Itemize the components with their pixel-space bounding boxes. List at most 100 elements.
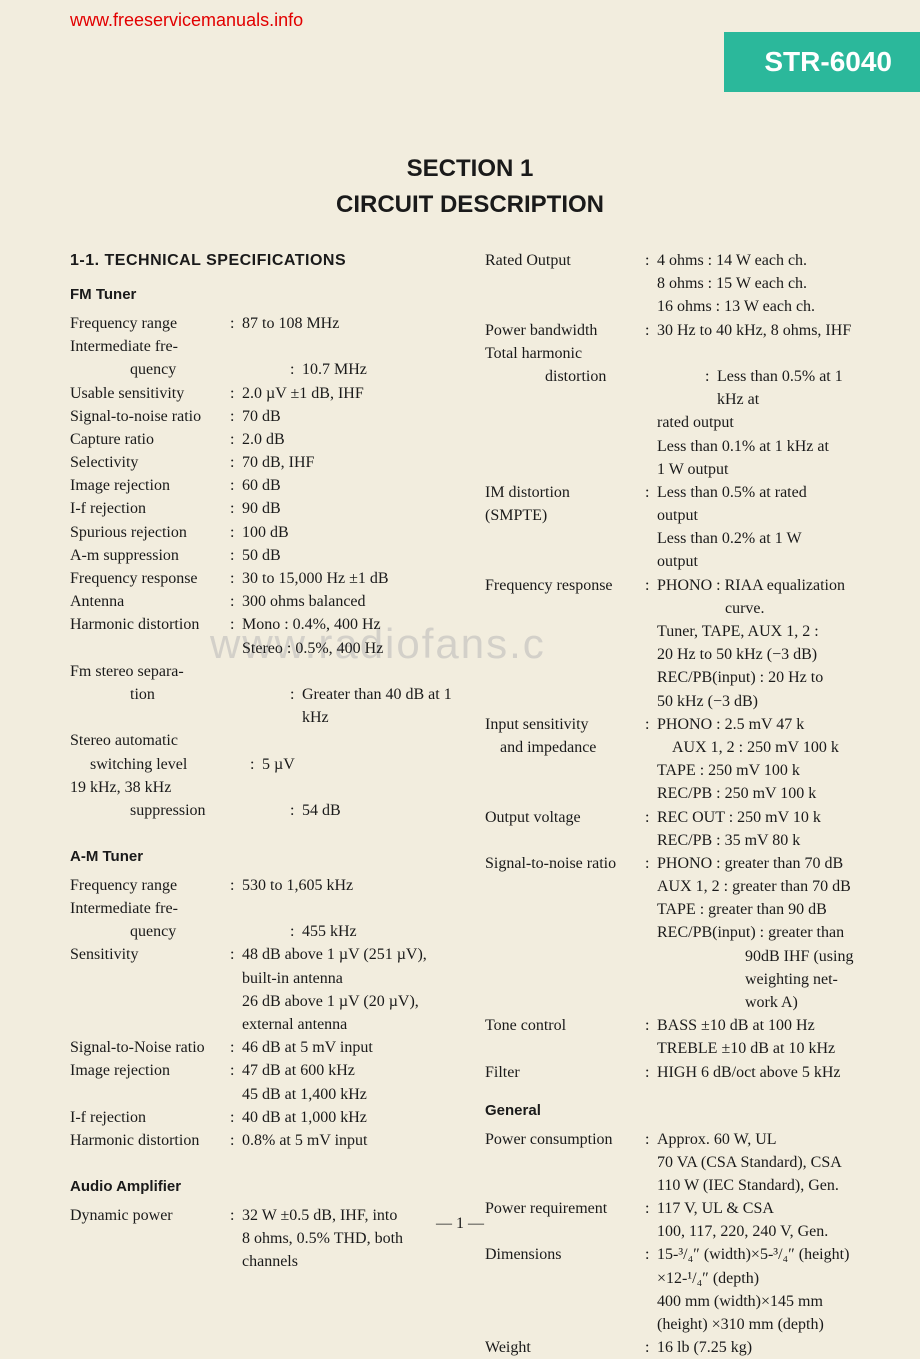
spec-value: Tuner, TAPE, AUX 1, 2 : <box>485 620 870 643</box>
spec-value: work A) <box>485 991 870 1014</box>
spec-value: built-in antenna <box>70 967 455 990</box>
spec-value: 48 dB above 1 µV (251 µV), <box>242 943 455 966</box>
spec-label: distortion <box>485 365 705 388</box>
spec-value: TREBLE ±10 dB at 10 kHz <box>485 1037 870 1060</box>
spec-value: REC/PB : 35 mV 80 k <box>485 829 870 852</box>
section-subtitle: CIRCUIT DESCRIPTION <box>70 191 870 219</box>
spec-label: Signal-to-noise ratio <box>70 405 230 428</box>
spec-value: REC OUT : 250 mV 10 k <box>657 806 870 829</box>
spec-value: Less than 0.2% at 1 W <box>485 527 870 550</box>
spec-label: tion <box>70 683 290 706</box>
spec-label: (SMPTE) <box>485 504 645 527</box>
spec-value: (height) ×310 mm (depth) <box>485 1313 870 1336</box>
spec-label: suppression <box>70 799 290 822</box>
spec-label: I-f rejection <box>70 1106 230 1129</box>
spec-value: 47 dB at 600 kHz <box>242 1059 455 1082</box>
spec-label: Stereo automatic <box>70 729 455 752</box>
spec-value: TAPE : 250 mV 100 k <box>485 759 870 782</box>
spec-value: 110 W (IEC Standard), Gen. <box>485 1174 870 1197</box>
spec-label: Frequency range <box>70 312 230 335</box>
spec-label: Frequency response <box>485 574 645 597</box>
spec-label: Usable sensitivity <box>70 382 230 405</box>
spec-value: BASS ±10 dB at 100 Hz <box>657 1014 870 1037</box>
spec-value: 16 ohms : 13 W each ch. <box>485 295 870 318</box>
spec-label: quency <box>70 358 290 381</box>
audio-amp-heading: Audio Amplifier <box>70 1176 455 1198</box>
spec-value: Approx. 60 W, UL <box>657 1128 870 1151</box>
section-title: SECTION 1 <box>70 155 870 183</box>
spec-value: Stereo : 0.5%, 400 Hz <box>70 637 455 660</box>
spec-label: Power consumption <box>485 1128 645 1151</box>
fm-tuner-heading: FM Tuner <box>70 284 455 306</box>
spec-label: Input sensitivity <box>485 713 645 736</box>
spec-value: output <box>657 504 870 527</box>
spec-value: 10.7 MHz <box>302 358 455 381</box>
spec-value: 8 ohms : 15 W each ch. <box>485 272 870 295</box>
spec-value: 15-³/₄″ (width)×5-³/₄″ (height) <box>657 1243 870 1266</box>
spec-label: Antenna <box>70 590 230 613</box>
specs-heading: 1-1. TECHNICAL SPECIFICATIONS <box>70 249 455 272</box>
spec-value: 30 to 15,000 Hz ±1 dB <box>242 567 455 590</box>
spec-label: Signal-to-noise ratio <box>485 852 645 875</box>
spec-value: 50 kHz (−3 dB) <box>485 690 870 713</box>
spec-value: 40 dB at 1,000 kHz <box>242 1106 455 1129</box>
spec-label: Frequency response <box>70 567 230 590</box>
spec-value: 455 kHz <box>302 920 455 943</box>
spec-label: Intermediate fre- <box>70 897 455 920</box>
spec-value: curve. <box>485 597 870 620</box>
page-content: SECTION 1 CIRCUIT DESCRIPTION 1-1. TECHN… <box>0 0 920 1359</box>
spec-value: Less than 0.1% at 1 kHz at <box>485 435 870 458</box>
spec-value: 30 Hz to 40 kHz, 8 ohms, IHF <box>657 319 870 342</box>
spec-label: Dimensions <box>485 1243 645 1266</box>
spec-label: IM distortion <box>485 481 645 504</box>
spec-value: weighting net- <box>485 968 870 991</box>
spec-value: REC/PB(input) : 20 Hz to <box>485 666 870 689</box>
spec-label: Image rejection <box>70 474 230 497</box>
spec-value: AUX 1, 2 : 250 mV 100 k <box>672 736 870 759</box>
spec-value: REC/PB : 250 mV 100 k <box>485 782 870 805</box>
spec-value: 46 dB at 5 mV input <box>242 1036 455 1059</box>
spec-label: Signal-to-Noise ratio <box>70 1036 230 1059</box>
spec-value: 20 Hz to 50 kHz (−3 dB) <box>485 643 870 666</box>
spec-label: Sensitivity <box>70 943 230 966</box>
spec-label: Dynamic power <box>70 1204 230 1227</box>
spec-value: 100, 117, 220, 240 V, Gen. <box>485 1220 870 1243</box>
spec-value: 87 to 108 MHz <box>242 312 455 335</box>
spec-value: ×12-¹/₄″ (depth) <box>485 1267 870 1290</box>
spec-value: 50 dB <box>242 544 455 567</box>
spec-value: PHONO : 2.5 mV 47 k <box>657 713 870 736</box>
spec-label: Intermediate fre- <box>70 335 455 358</box>
spec-label: switching level <box>70 753 250 776</box>
spec-value: rated output <box>485 411 870 434</box>
spec-value: AUX 1, 2 : greater than 70 dB <box>485 875 870 898</box>
spec-label: Harmonic distortion <box>70 613 230 636</box>
spec-value: Less than 0.5% at rated <box>657 481 870 504</box>
spec-value: 45 dB at 1,400 kHz <box>70 1083 455 1106</box>
spec-value: output <box>485 550 870 573</box>
spec-label: Tone control <box>485 1014 645 1037</box>
spec-label: and impedance <box>485 736 660 759</box>
spec-label: Total harmonic <box>485 342 870 365</box>
spec-value: HIGH 6 dB/oct above 5 kHz <box>657 1061 870 1084</box>
spec-value: PHONO : greater than 70 dB <box>657 852 870 875</box>
spec-label: Weight <box>485 1336 645 1359</box>
spec-value: 0.8% at 5 mV input <box>242 1129 455 1152</box>
spec-label: Fm stereo separa- <box>70 660 455 683</box>
spec-label: A-m suppression <box>70 544 230 567</box>
spec-value: 2.0 dB <box>242 428 455 451</box>
spec-label: Rated Output <box>485 249 645 272</box>
spec-value: 70 dB, IHF <box>242 451 455 474</box>
spec-value: Mono : 0.4%, 400 Hz <box>242 613 455 636</box>
spec-value: 90 dB <box>242 497 455 520</box>
spec-value: 5 µV <box>262 753 455 776</box>
spec-label: 19 kHz, 38 kHz <box>70 776 455 799</box>
spec-value: 1 W output <box>485 458 870 481</box>
spec-value: 60 dB <box>242 474 455 497</box>
spec-value: channels <box>70 1250 455 1273</box>
spec-value: TAPE : greater than 90 dB <box>485 898 870 921</box>
spec-value: Less than 0.5% at 1 kHz at <box>717 365 870 411</box>
spec-value: 8 ohms, 0.5% THD, both <box>70 1227 455 1250</box>
spec-label: Harmonic distortion <box>70 1129 230 1152</box>
spec-value: 117 V, UL & CSA <box>657 1197 870 1220</box>
spec-value: 26 dB above 1 µV (20 µV), <box>70 990 455 1013</box>
